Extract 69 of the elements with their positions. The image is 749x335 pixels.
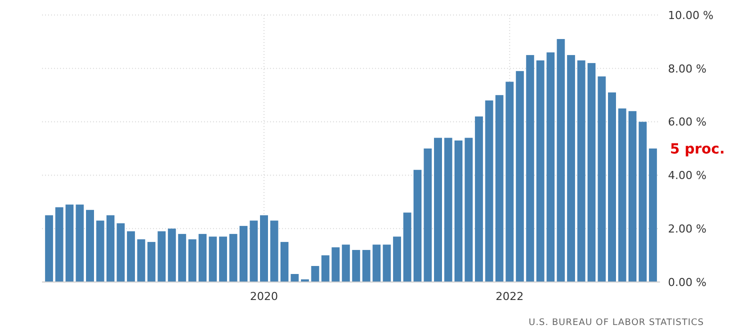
bar xyxy=(158,231,166,282)
bar xyxy=(208,236,217,282)
bar xyxy=(270,220,278,282)
text: U.S. BUREAU OF LABOR STATISTICS xyxy=(528,318,704,328)
bar xyxy=(516,71,524,282)
bar xyxy=(403,212,412,282)
bar xyxy=(55,207,64,282)
bar xyxy=(198,234,207,282)
bar xyxy=(352,250,360,282)
bar xyxy=(137,239,146,282)
bar xyxy=(474,116,483,282)
bar xyxy=(372,244,381,282)
bar xyxy=(526,55,534,282)
bar xyxy=(96,220,104,282)
bar xyxy=(362,250,370,282)
bar xyxy=(434,138,442,282)
x-tick-label: 2022 xyxy=(496,290,524,303)
bar xyxy=(240,226,248,282)
bar xyxy=(464,138,473,282)
bar xyxy=(382,244,391,282)
bar xyxy=(577,60,586,282)
bar xyxy=(311,266,320,282)
bar xyxy=(588,63,596,282)
bar xyxy=(342,244,350,282)
bar xyxy=(147,242,156,282)
bar xyxy=(321,255,330,282)
bar xyxy=(45,215,54,282)
y-tick-label: 6.00 % xyxy=(668,116,706,129)
bar xyxy=(567,55,576,282)
bar xyxy=(608,92,616,282)
bar xyxy=(393,236,402,282)
bar xyxy=(414,170,422,282)
bar xyxy=(628,111,636,282)
bar xyxy=(86,210,94,282)
bar xyxy=(219,236,228,282)
bar xyxy=(178,234,186,282)
bar xyxy=(506,82,514,282)
bar xyxy=(260,215,268,282)
bar xyxy=(495,95,504,282)
bar xyxy=(454,140,462,282)
bar xyxy=(485,100,494,282)
bar xyxy=(290,274,299,282)
bar xyxy=(126,231,135,282)
x-tick-label: 2020 xyxy=(250,290,278,303)
text: 5 proc. xyxy=(670,141,725,158)
bar xyxy=(424,148,432,282)
bar xyxy=(250,220,258,282)
bar xyxy=(66,204,74,282)
y-tick-label: 2.00 % xyxy=(668,222,706,236)
y-tick-label: 10.00 % xyxy=(668,8,714,22)
bar xyxy=(116,223,125,282)
bar xyxy=(444,138,452,282)
bar xyxy=(598,76,606,282)
y-tick-label: 8.00 % xyxy=(668,62,706,76)
bar xyxy=(618,108,626,282)
y-tick-label: 0.00 % xyxy=(668,276,706,289)
bar xyxy=(556,39,565,282)
bar xyxy=(188,239,196,282)
y-tick-label: 4.00 % xyxy=(668,169,706,182)
bar xyxy=(229,234,238,282)
bar xyxy=(76,204,84,282)
bar xyxy=(280,242,288,282)
bar xyxy=(332,247,340,282)
bar xyxy=(168,228,176,282)
bar xyxy=(648,148,657,282)
bar xyxy=(638,122,647,282)
bar xyxy=(536,60,544,282)
bar xyxy=(546,52,555,282)
bar xyxy=(106,215,114,282)
